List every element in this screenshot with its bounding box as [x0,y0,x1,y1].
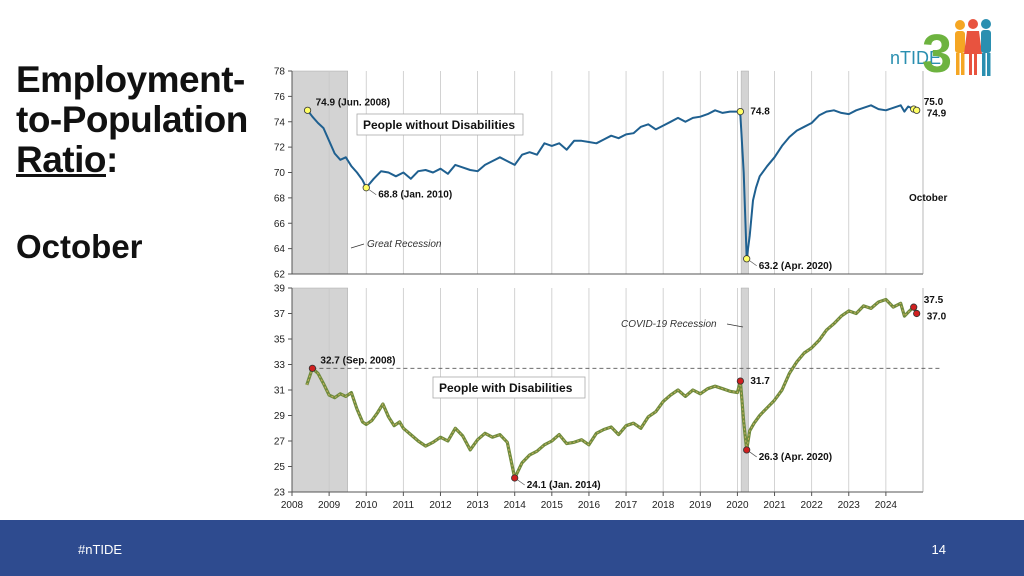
bottom-annotation-3: 24.1 (Jan. 2014) [527,480,601,491]
covid-recession-arrow [726,323,744,328]
great-recession-label: Great Recession [367,239,442,250]
xtick-label-2020: 2020 [726,500,749,511]
top-marker-1 [362,184,370,192]
top-annotation-4: 75.0 [924,97,944,108]
top-ytick-label-62: 62 [274,270,286,281]
bottom-annotation-0: 32.7 (Sep. 2008) [320,355,395,366]
bottom-series-line [306,298,918,480]
bottom-marker-1 [736,377,744,385]
bottom-ytick-label-27: 27 [274,437,286,448]
top-ytick-label-76: 76 [274,92,286,103]
xtick-label-2013: 2013 [466,500,489,511]
title-line-2: to-Population [16,99,248,140]
top-annotation-5: 74.9 [927,108,947,119]
xtick-label-2015: 2015 [541,500,564,511]
bottom-ytick-label-31: 31 [274,386,286,397]
bottom-ytick-label-23: 23 [274,488,286,499]
ntide-logo: nTIDE 3 [890,19,991,82]
xtick-label-2011: 2011 [393,500,415,511]
xtick-label-2016: 2016 [578,500,601,511]
chart-without-disabilities: 62 64 66 68 70 72 74 76 78 74.9 (Jun. 2008) 68.8 (… [274,67,948,281]
bottom-marker-3 [511,474,519,482]
bottom-series-label: People with Disabilities [439,381,573,395]
bottom-recession-shade-0 [291,287,348,493]
bottom-ytick-label-35: 35 [274,335,286,346]
xtick-label-2012: 2012 [429,500,452,511]
top-recession-shade-0 [291,70,348,275]
xtick-label-2008: 2008 [281,500,304,511]
bottom-marker-5 [913,309,921,318]
xtick-label-2014: 2014 [504,500,527,511]
top-annotation-3: 63.2 (Apr. 2020) [759,261,832,272]
top-ytick-label-66: 66 [274,219,286,230]
covid-recession-label: COVID-19 Recession [621,319,717,330]
title-line-3: Ratio: [16,140,248,180]
top-series-label: People without Disabilities [363,118,515,132]
top-annotation-2: 74.8 [750,107,770,118]
logo-digit: 3 [922,24,952,82]
bottom-annotation-5: 37.0 [927,312,947,323]
top-marker-3 [743,255,751,263]
top-leader-1 [369,189,377,196]
top-ytick-label-64: 64 [274,244,286,255]
bottom-marker-2 [743,446,751,454]
xtick-label-2010: 2010 [355,500,378,511]
bottom-ytick-label-33: 33 [274,360,286,371]
page-number: 14 [931,542,946,557]
top-ytick-label-78: 78 [274,67,286,78]
xtick-label-2023: 2023 [838,500,861,511]
top-leader-3 [749,260,757,267]
bottom-marker-4 [910,303,918,311]
top-series-label-box [356,113,524,136]
top-series-line [306,104,918,260]
bottom-annotation-1: 31.7 [750,376,770,387]
top-marker-2 [736,108,744,116]
title-word-ratio: Ratio [16,139,107,180]
people-icon [955,19,991,76]
top-annotation-0: 74.9 (Jun. 2008) [316,97,390,108]
xtick-label-2018: 2018 [652,500,675,511]
bottom-annotation-2: 26.3 (Apr. 2020) [759,452,832,463]
chart-with-disabilities: 23 25 27 29 31 33 35 37 39 32.7 (Sep. 2008) 31.7 26… [274,284,947,512]
bottom-annotation-4: 37.5 [924,295,944,306]
top-marker-0 [303,106,312,114]
title-line-1: Employment- [16,59,245,100]
bottom-ytick-label-29: 29 [274,411,286,422]
bottom-marker-0 [308,364,317,372]
bottom-series-label-box [432,376,586,399]
top-recession-shade-1 [740,70,749,275]
bottom-ytick-label-37: 37 [274,309,286,320]
top-marker-5 [913,106,921,114]
xtick-label-2024: 2024 [875,500,898,511]
top-annotation-1: 68.8 (Jan. 2010) [378,190,452,201]
slide-title: Employment- to-Population Ratio: [16,60,248,180]
top-ytick-label-74: 74 [274,117,286,128]
top-ytick-label-68: 68 [274,193,286,204]
top-ytick-label-72: 72 [274,143,286,154]
bottom-ytick-label-25: 25 [274,462,286,473]
xtick-label-2022: 2022 [801,500,824,511]
bottom-leader-3 [517,479,525,486]
bottom-leader-2 [749,451,757,458]
footer-hashtag: #nTIDE [78,542,123,557]
xtick-label-2017: 2017 [615,500,638,511]
logo-text: nTIDE [890,48,941,68]
title-colon: : [106,139,118,180]
great-recession-arrow [350,243,365,249]
top-ytick-label-70: 70 [274,168,286,179]
xtick-label-2019: 2019 [689,500,712,511]
xtick-label-2009: 2009 [318,500,341,511]
footer-bar: #nTIDE 14 [0,520,1024,576]
month-label: October [909,193,947,204]
slide-subtitle: October [16,228,143,265]
xtick-label-2021: 2021 [763,500,786,511]
bottom-ytick-label-39: 39 [274,284,286,295]
